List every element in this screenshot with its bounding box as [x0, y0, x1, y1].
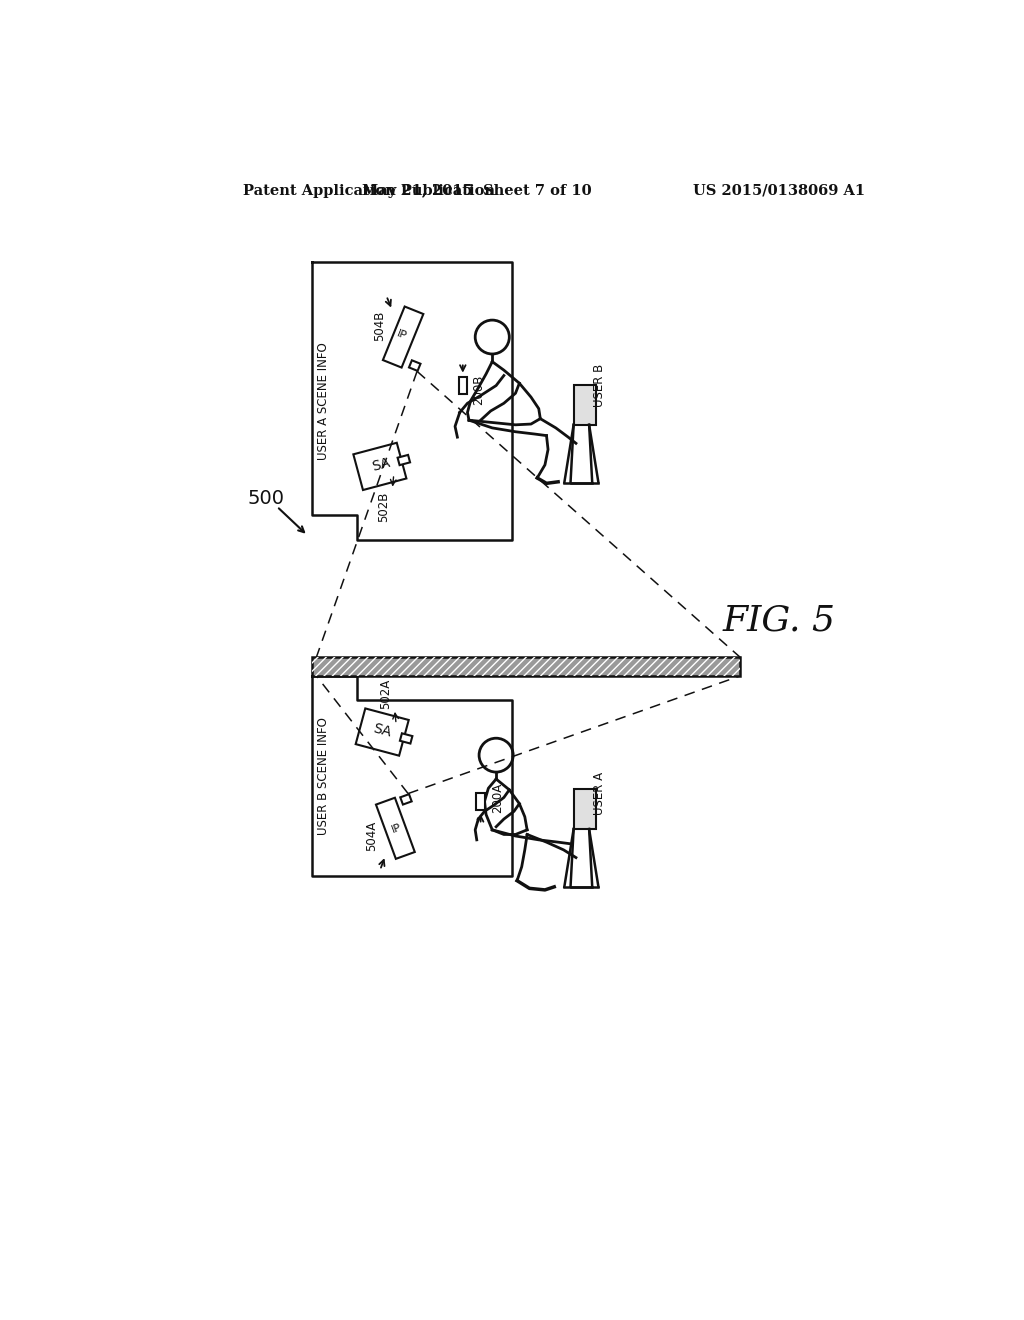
- Polygon shape: [459, 378, 467, 395]
- Text: USER A SCENE INFO: USER A SCENE INFO: [316, 342, 330, 459]
- Polygon shape: [383, 306, 423, 367]
- Text: SA: SA: [371, 455, 392, 474]
- Text: USER B SCENE INFO: USER B SCENE INFO: [316, 717, 330, 834]
- Polygon shape: [400, 734, 413, 743]
- Text: 200A: 200A: [492, 783, 504, 813]
- Polygon shape: [409, 360, 421, 371]
- Polygon shape: [353, 442, 407, 490]
- Polygon shape: [376, 797, 415, 859]
- Polygon shape: [574, 789, 596, 829]
- Bar: [312, 657, 740, 676]
- Text: USER B: USER B: [593, 364, 606, 407]
- Text: 200B: 200B: [472, 374, 484, 405]
- Text: US 2015/0138069 A1: US 2015/0138069 A1: [693, 183, 865, 198]
- Text: IP: IP: [390, 822, 403, 834]
- Text: USER A: USER A: [593, 772, 606, 816]
- Polygon shape: [476, 793, 485, 810]
- Text: Patent Application Publication: Patent Application Publication: [243, 183, 495, 198]
- Polygon shape: [574, 385, 596, 425]
- Text: SA: SA: [372, 721, 393, 739]
- Polygon shape: [397, 455, 410, 465]
- Text: 504A: 504A: [366, 821, 379, 851]
- Polygon shape: [400, 795, 412, 805]
- Text: 502B: 502B: [377, 491, 390, 521]
- Text: 500: 500: [248, 490, 285, 508]
- Bar: [312, 657, 740, 676]
- Text: IP: IP: [395, 329, 409, 342]
- Text: FIG. 5: FIG. 5: [723, 603, 836, 638]
- Text: 502A: 502A: [380, 678, 392, 709]
- Polygon shape: [355, 709, 409, 755]
- Text: 504B: 504B: [374, 310, 386, 341]
- Text: May 21, 2015  Sheet 7 of 10: May 21, 2015 Sheet 7 of 10: [361, 183, 592, 198]
